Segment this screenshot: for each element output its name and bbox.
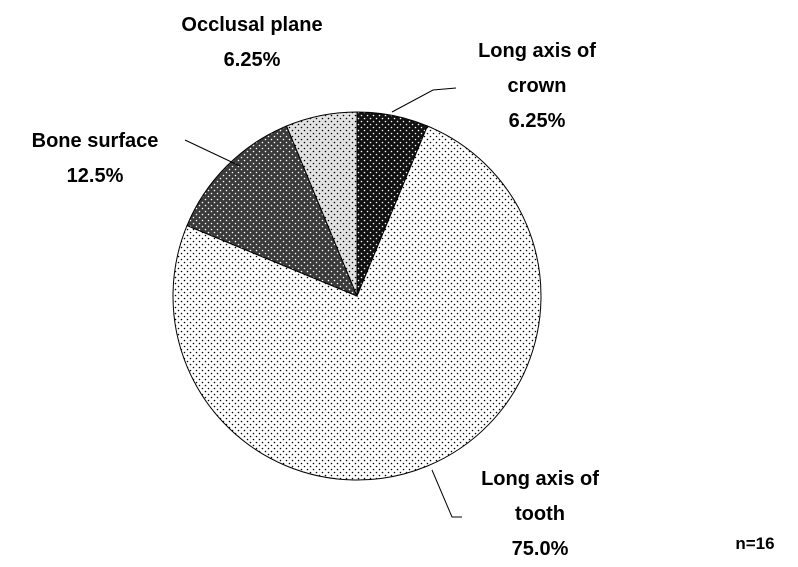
value-label: 6.25% [223,49,281,71]
leader-line [431,469,462,518]
category-label: Long axis of tooth [481,468,599,525]
value-label: 75.0% [511,538,569,560]
category-label: Long axis of crown [478,40,596,97]
slice-label: Bone surface 12.5% [0,124,190,194]
slice-label: Long axis of crown 6.25% [452,34,622,139]
value-label: 12.5% [66,165,124,187]
slice-label: Long axis of tooth 75.0% [455,462,625,567]
leader-line [184,139,241,167]
category-label: Occlusal plane [181,14,323,36]
pie-slice [285,111,358,297]
note: n=16 [735,534,775,553]
category-label: Bone surface [31,130,159,152]
leader-lines [184,87,462,518]
value-label: 6.25% [508,110,566,132]
pie-slice [172,125,542,481]
slice-label: Occlusal plane 6.25% [172,8,332,78]
pie-slice [186,125,358,297]
leader-line [391,87,457,113]
